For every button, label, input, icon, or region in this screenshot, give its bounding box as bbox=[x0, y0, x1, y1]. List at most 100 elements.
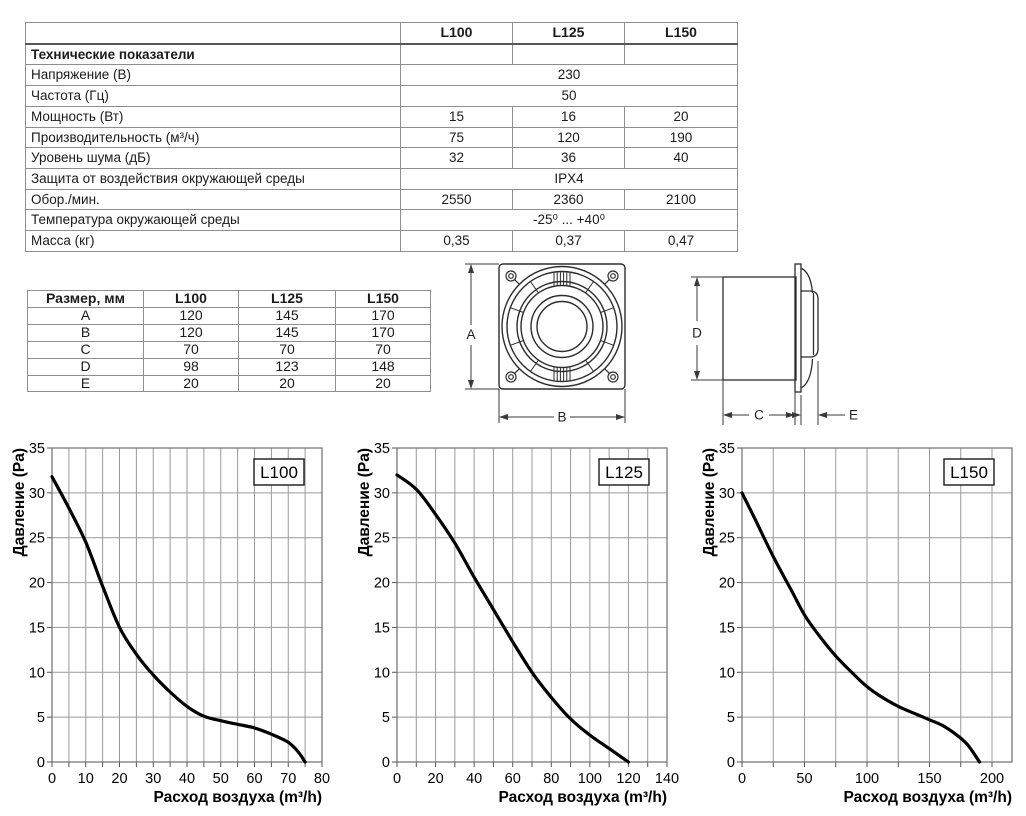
spec-row-label: Обор./мин. bbox=[25, 188, 401, 211]
dim-value: 123 bbox=[238, 357, 336, 376]
y-tick-label: 0 bbox=[727, 755, 735, 771]
dim-row: B 120 145 170 bbox=[27, 323, 431, 342]
spec-value: 32 bbox=[400, 147, 513, 169]
x-axis-title: Расход воздуха (m³/h) bbox=[153, 789, 322, 806]
chart-l150: 0 50 100 150 200 0 5 10 15 20 25 30 35 Расход воздуха… bbox=[692, 435, 1026, 811]
y-axis-title: Давление (Pa) bbox=[356, 448, 373, 556]
spec-value: 15 bbox=[400, 105, 513, 128]
dim-header: Размер, мм bbox=[27, 290, 144, 308]
y-tick-label: 10 bbox=[374, 665, 390, 681]
dim-value: 20 bbox=[143, 374, 239, 393]
spec-table-body: Технические показатели Напряжение (В) 230 Ч… bbox=[25, 43, 738, 252]
y-tick-label: 10 bbox=[29, 665, 45, 681]
dimensions-table: Размер, мм L100 L125 L150 A 120 145 170 B 120 145… bbox=[27, 290, 431, 393]
x-axis-title: Расход воздуха (m³/h) bbox=[843, 789, 1012, 806]
spec-header-model: L150 bbox=[624, 21, 738, 45]
spec-row-label: Частота (Гц) bbox=[25, 85, 401, 107]
dim-row-label: D bbox=[27, 357, 144, 376]
spec-row-label: Мощность (Вт) bbox=[25, 105, 401, 128]
x-tick-label: 10 bbox=[78, 771, 94, 787]
x-tick-label: 150 bbox=[917, 771, 941, 787]
spec-value: 0,35 bbox=[400, 230, 513, 252]
dim-value: 170 bbox=[335, 306, 431, 325]
x-tick-label: 140 bbox=[655, 771, 679, 787]
spec-value-merged: IPX4 bbox=[400, 167, 738, 190]
fan-front-view-drawing: A B bbox=[465, 263, 626, 425]
corner-screws-icon bbox=[505, 270, 619, 383]
dim-row: C 70 70 70 bbox=[27, 340, 431, 359]
spec-value: 0,37 bbox=[512, 230, 625, 252]
fan-curve-L100 bbox=[50, 475, 307, 764]
dim-value: 70 bbox=[238, 340, 336, 359]
y-tick-label: 25 bbox=[29, 531, 45, 547]
spec-row: Температура окружающей среды -25⁰ ... +40… bbox=[25, 209, 738, 232]
dim-row: E 20 20 20 bbox=[27, 374, 431, 393]
pressure-flow-plot-L150: 0 50 100 150 200 0 5 10 15 20 25 30 35 Расход воздуха… bbox=[701, 441, 1013, 806]
chart-l100: 0 10 20 30 40 50 60 70 80 0 5 10 15 20 25 30 35 Расход во… bbox=[2, 435, 336, 811]
technical-spec-table: L100 L125 L150 Технические показатели Напря… bbox=[25, 21, 738, 252]
x-tick-label: 20 bbox=[111, 771, 127, 787]
y-tick-label: 30 bbox=[29, 486, 45, 502]
y-tick-label: 25 bbox=[374, 531, 390, 547]
y-axis-title: Давление (Pa) bbox=[11, 448, 28, 556]
fan-curve-L125 bbox=[395, 473, 630, 764]
dimension-arrows bbox=[468, 264, 625, 420]
spec-value: 2360 bbox=[512, 188, 625, 211]
dim-value: 120 bbox=[143, 306, 239, 325]
dim-value: 170 bbox=[335, 323, 431, 342]
spec-section-title: Технические показатели bbox=[25, 43, 401, 66]
y-tick-label: 35 bbox=[719, 441, 735, 457]
dim-value: 145 bbox=[238, 306, 336, 325]
dim-value: 70 bbox=[143, 340, 239, 359]
spec-value-merged: -25⁰ ... +40⁰ bbox=[400, 209, 738, 232]
fan-face-outline bbox=[498, 263, 626, 390]
spec-header-empty bbox=[25, 21, 401, 45]
y-axis-title: Давление (Pa) bbox=[701, 448, 718, 556]
x-tick-label: 0 bbox=[48, 771, 56, 787]
fan-curve-L150 bbox=[740, 491, 982, 764]
spec-row: Защита от воздействия окружающей среды IP… bbox=[25, 167, 738, 190]
y-tick-label: 15 bbox=[719, 620, 735, 636]
fan-side-outline bbox=[722, 263, 819, 393]
y-tick-label: 15 bbox=[374, 620, 390, 636]
x-axis-title: Расход воздуха (m³/h) bbox=[498, 789, 667, 806]
x-tick-label: 80 bbox=[314, 771, 330, 787]
y-tick-label: 5 bbox=[37, 710, 45, 726]
y-tick-label: 5 bbox=[382, 710, 390, 726]
dim-row-label: B bbox=[27, 323, 144, 342]
spec-row: Частота (Гц) 50 bbox=[25, 85, 738, 107]
spec-value: 190 bbox=[624, 126, 738, 149]
dim-label-d: D bbox=[692, 326, 702, 341]
dimension-lines bbox=[465, 263, 626, 423]
spec-row: Уровень шума (дБ) 32 36 40 bbox=[25, 147, 738, 169]
spec-row-label: Напряжение (В) bbox=[25, 64, 401, 87]
spec-header-model: L125 bbox=[512, 21, 625, 45]
y-tick-label: 20 bbox=[374, 576, 390, 592]
y-tick-label: 5 bbox=[727, 710, 735, 726]
dimension-lines bbox=[691, 276, 845, 425]
model-label: L100 bbox=[260, 463, 298, 482]
dim-value: 148 bbox=[335, 357, 431, 376]
spec-row-label: Производительность (м³/ч) bbox=[25, 126, 401, 149]
spec-value: 75 bbox=[400, 126, 513, 149]
fan-side-view-drawing: D C E bbox=[691, 263, 858, 425]
dim-value: 120 bbox=[143, 323, 239, 342]
y-tick-label: 20 bbox=[719, 576, 735, 592]
dimension-arrows bbox=[694, 277, 827, 418]
y-tick-label: 10 bbox=[719, 665, 735, 681]
model-label: L125 bbox=[605, 463, 643, 482]
grille-vents bbox=[510, 272, 614, 381]
spec-value-merged: 50 bbox=[400, 85, 738, 107]
dim-row: D 98 123 148 bbox=[27, 357, 431, 376]
spec-value: 16 bbox=[512, 105, 625, 128]
dim-table-body: A 120 145 170 B 120 145 170 C 70 70 70 D 98 123 148 E 20 2… bbox=[27, 306, 431, 393]
pressure-flow-plot-L100: 0 10 20 30 40 50 60 70 80 0 5 10 15 20 25 30 35 Расход во… bbox=[11, 441, 330, 806]
y-tick-label: 30 bbox=[374, 486, 390, 502]
y-tick-label: 30 bbox=[719, 486, 735, 502]
dim-label-c: C bbox=[754, 408, 764, 423]
dim-label-e: E bbox=[849, 408, 858, 423]
dim-row: A 120 145 170 bbox=[27, 306, 431, 325]
x-tick-label: 80 bbox=[543, 771, 559, 787]
dim-value: 20 bbox=[335, 374, 431, 393]
x-tick-label: 120 bbox=[616, 771, 640, 787]
